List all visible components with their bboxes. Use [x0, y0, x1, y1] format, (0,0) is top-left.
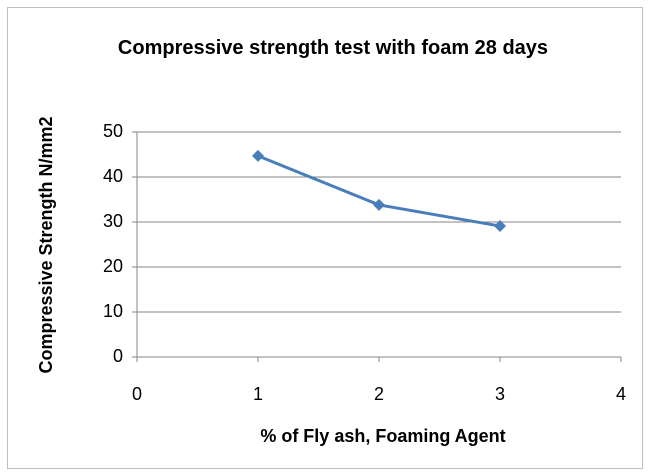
- y-tick-label: 40: [103, 166, 123, 186]
- chart-title: Compressive strength test with foam 28 d…: [117, 37, 549, 59]
- x-tick-label: 0: [132, 384, 142, 404]
- x-tick-label: 3: [495, 384, 505, 404]
- y-tick-label: 30: [103, 211, 123, 231]
- data-point: [252, 149, 264, 162]
- x-axis-label: % of Fly ash, Foaming Agent: [260, 426, 505, 446]
- y-tick-label: 50: [103, 121, 123, 141]
- x-tick-label: 1: [253, 384, 263, 404]
- chart-border: [7, 7, 643, 469]
- data-point: [373, 198, 385, 211]
- y-tick-label: 10: [103, 301, 123, 321]
- y-axis-label: Compressive Strength N/mm2: [36, 116, 56, 373]
- data-point: [494, 220, 506, 233]
- y-tick-label: 0: [113, 346, 123, 366]
- y-tick-label: 20: [103, 256, 123, 276]
- x-tick-label: 4: [616, 384, 626, 404]
- x-tick-label: 2: [374, 384, 384, 404]
